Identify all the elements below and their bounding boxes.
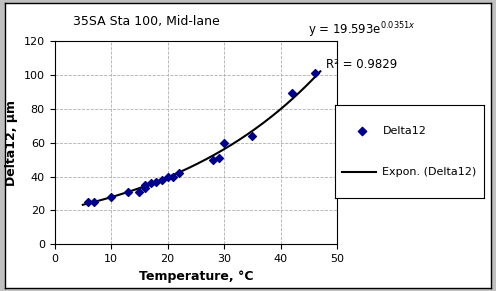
Text: 35SA Sta 100, Mid-lane: 35SA Sta 100, Mid-lane (73, 15, 220, 28)
Point (124, 189, 132, 194)
X-axis label: Temperature, °C: Temperature, °C (139, 270, 253, 283)
Y-axis label: Delta12, μm: Delta12, μm (5, 100, 18, 186)
Point (175, 171, 183, 175)
Text: Delta12: Delta12 (382, 126, 426, 136)
Point (141, 186, 149, 191)
Text: R² = 0.9829: R² = 0.9829 (326, 58, 398, 71)
Point (220, 140, 228, 145)
Point (141, 183, 149, 187)
Point (248, 134, 256, 138)
Point (169, 174, 177, 179)
Point (107, 195, 115, 199)
Text: Expon. (Delta12): Expon. (Delta12) (382, 167, 477, 177)
Point (288, 91, 296, 96)
Point (310, 71, 318, 75)
Point (158, 178, 166, 182)
Point (164, 174, 172, 179)
Point (84, 200, 92, 204)
Point (152, 179, 160, 184)
Text: y = 19.593e$^{0.0351x}$: y = 19.593e$^{0.0351x}$ (308, 20, 416, 40)
Point (147, 181, 155, 186)
Point (90, 200, 98, 204)
Point (215, 155, 223, 160)
Point (209, 157, 217, 162)
Point (135, 189, 143, 194)
